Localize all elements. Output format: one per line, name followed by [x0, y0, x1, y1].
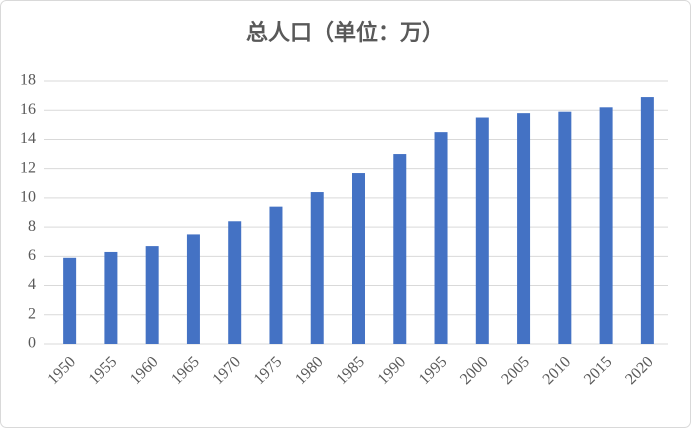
- y-tick-label: 2: [28, 305, 36, 322]
- bar: [104, 251, 118, 344]
- y-tick-label: 16: [20, 101, 36, 118]
- bar: [599, 107, 613, 344]
- bar: [517, 113, 531, 345]
- bar: [558, 111, 572, 344]
- bar: [63, 257, 77, 344]
- bar: [186, 234, 200, 344]
- y-tick-label: 8: [28, 218, 36, 235]
- y-tick-label: 0: [28, 335, 36, 352]
- y-tick-label: 6: [28, 247, 36, 264]
- bar: [640, 97, 654, 344]
- bar: [269, 206, 283, 344]
- bar: [475, 117, 489, 345]
- y-tick-label: 10: [20, 189, 36, 206]
- chart-title: 总人口（单位：万）: [246, 20, 444, 45]
- y-tick-label: 4: [28, 276, 36, 293]
- y-tick-label: 18: [20, 72, 36, 89]
- bar: [310, 192, 324, 344]
- bar: [228, 221, 242, 344]
- bar: [145, 246, 159, 344]
- bar: [393, 154, 407, 344]
- y-tick-label: 14: [20, 130, 36, 147]
- bar: [434, 132, 448, 344]
- y-tick-label: 12: [20, 159, 36, 176]
- bar: [352, 173, 365, 344]
